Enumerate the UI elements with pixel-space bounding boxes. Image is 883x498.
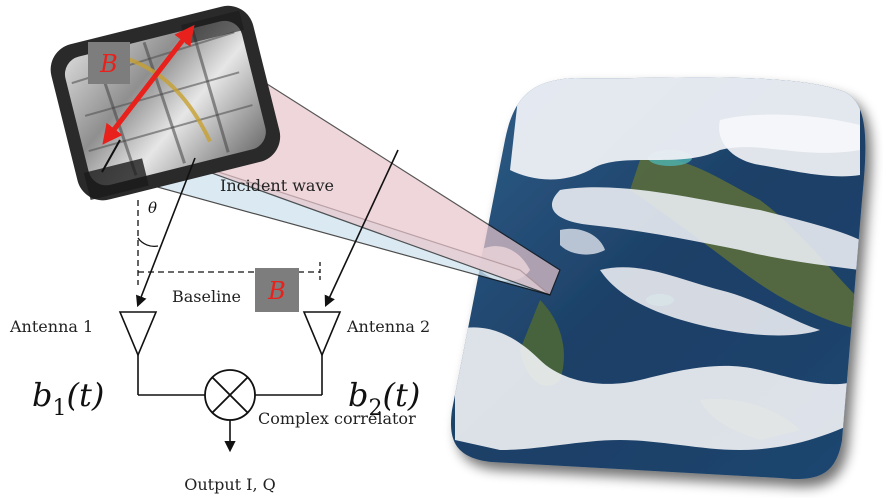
b2-label: b2(t) bbox=[348, 376, 420, 421]
satellite-b-label: B bbox=[99, 50, 118, 78]
theta-label: θ bbox=[148, 199, 157, 217]
correlator-label: Complex correlator bbox=[258, 409, 416, 428]
incident-wave-label: Incident wave bbox=[220, 176, 334, 195]
satellite-b-box: B bbox=[88, 42, 130, 84]
correlator-icon bbox=[204, 369, 256, 421]
b1-label: b1(t) bbox=[32, 376, 104, 421]
theta-arc bbox=[137, 237, 159, 247]
satellite-baseline-arrow bbox=[102, 24, 195, 145]
incident-ray-2 bbox=[324, 149, 399, 308]
baseline-label: Baseline bbox=[172, 287, 241, 306]
antenna-1-icon bbox=[118, 311, 158, 395]
incident-ray-1 bbox=[136, 157, 196, 308]
antenna-2-label: Antenna 2 bbox=[346, 317, 430, 336]
antenna-2-icon bbox=[302, 311, 342, 395]
baseline-b-box: B bbox=[255, 268, 299, 312]
earth-image bbox=[451, 77, 866, 480]
output-label: Output I, Q bbox=[184, 475, 276, 494]
antenna-1-label: Antenna 1 bbox=[9, 317, 93, 336]
baseline-b-label: B bbox=[267, 277, 286, 305]
